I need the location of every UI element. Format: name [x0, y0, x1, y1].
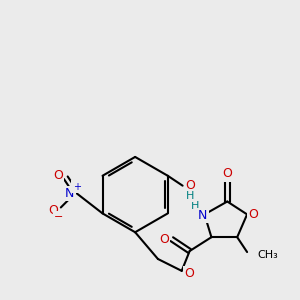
Text: O: O [185, 267, 195, 280]
Text: O: O [248, 208, 258, 221]
Text: O: O [48, 204, 58, 217]
Text: O: O [159, 233, 169, 246]
Text: O: O [222, 167, 232, 180]
Text: N: N [198, 209, 207, 222]
Text: O: O [53, 169, 63, 182]
Text: H: H [190, 202, 199, 212]
Text: N: N [65, 187, 74, 200]
Text: CH₃: CH₃ [257, 250, 278, 260]
Text: −: − [54, 212, 64, 222]
Text: +: + [73, 182, 81, 192]
Text: O: O [186, 179, 196, 192]
Text: H: H [186, 190, 195, 201]
